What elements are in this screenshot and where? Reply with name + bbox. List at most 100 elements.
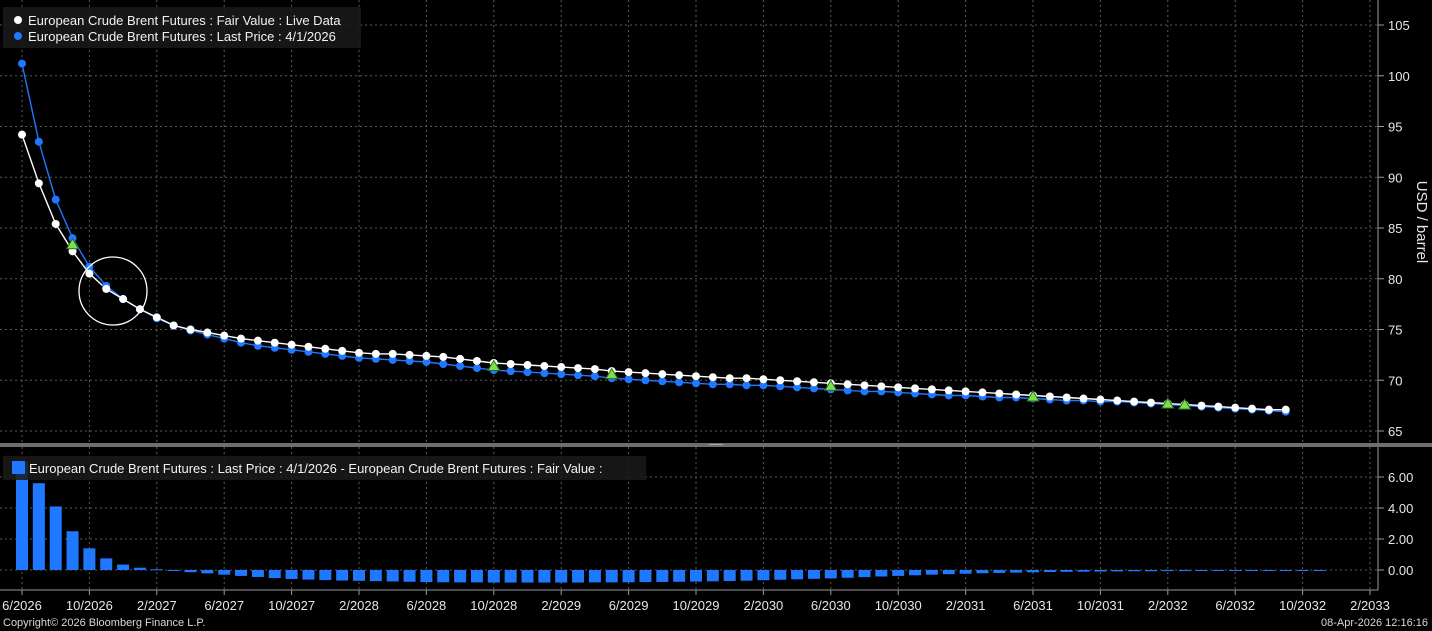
fair-value-point <box>725 374 734 383</box>
last-price-legend-label: European Crude Brent Futures : Last Pric… <box>28 29 336 44</box>
spread-bar <box>521 570 534 583</box>
spread-bar <box>268 570 281 579</box>
fair-value-point <box>1281 405 1290 414</box>
fair-value-point <box>1079 394 1088 403</box>
spread-bar <box>942 570 955 575</box>
x-tick-label: 2/2032 <box>1148 598 1188 613</box>
spread-bar <box>1111 570 1124 572</box>
triangle-marker <box>604 367 619 380</box>
spread-tick-label: 4.00 <box>1388 501 1413 516</box>
fair-value-point <box>51 219 60 228</box>
triangle-marker <box>65 237 80 250</box>
spread-panel-grid <box>0 447 1378 590</box>
fair-value-point <box>338 346 347 355</box>
last-price-point <box>708 380 717 389</box>
spread-bar <box>167 570 180 571</box>
spread-bar <box>892 570 905 576</box>
fair-value-point <box>203 328 212 337</box>
triangle-marker <box>1026 390 1040 402</box>
fair-value-point <box>911 384 920 393</box>
last-price-point <box>51 195 60 204</box>
last-price-point <box>759 381 768 390</box>
fair-value-point <box>439 352 448 361</box>
spread-bar <box>538 570 551 583</box>
spread-bar <box>470 570 483 583</box>
fair-value-point <box>742 374 751 383</box>
last-price-point <box>809 384 818 393</box>
price-axis-label: USD / barrel <box>1413 181 1430 264</box>
spread-bar <box>824 570 837 579</box>
spread-bar <box>386 570 399 582</box>
spread-bar <box>555 570 568 583</box>
fair-value-point <box>658 370 667 379</box>
price-tick-label: 75 <box>1388 323 1402 338</box>
fair-value-point <box>692 372 700 381</box>
spread-bar <box>1279 570 1292 571</box>
fair-value-point <box>34 179 43 188</box>
fair-value-point <box>894 383 903 392</box>
spread-bar <box>774 570 787 580</box>
fair-value-point <box>388 349 397 358</box>
x-tick-label: 10/2031 <box>1077 598 1124 613</box>
fair-value-point <box>944 386 953 395</box>
spread-bar <box>1043 570 1056 573</box>
x-tick-label: 2/2033 <box>1350 598 1390 613</box>
spread-bar <box>673 570 686 582</box>
x-tick-label: 2/2027 <box>137 598 177 613</box>
fair-value-point <box>85 269 94 278</box>
fair-value-point <box>927 385 936 394</box>
price-tick-label: 105 <box>1388 18 1410 33</box>
spread-legend-label: European Crude Brent Futures : Last Pric… <box>29 461 603 476</box>
triangle-marker <box>823 379 838 391</box>
fair-value-point <box>590 365 599 374</box>
spread-bar <box>639 570 652 583</box>
fair-value-point <box>675 371 684 380</box>
spread-bar <box>302 570 315 580</box>
price-tick-label: 85 <box>1388 221 1402 236</box>
fair-value-point <box>422 351 431 360</box>
spread-bar <box>1077 570 1090 572</box>
price-tick-label: 65 <box>1388 424 1402 439</box>
spread-bar <box>336 570 349 581</box>
spread-bar <box>1313 570 1326 571</box>
last-price-point <box>624 375 633 384</box>
spread-bar <box>875 570 888 577</box>
fair-value-point <box>843 380 852 389</box>
spread-bar <box>251 570 264 577</box>
spread-bar <box>723 570 736 582</box>
fair-value-point <box>759 375 768 384</box>
fair-value-point <box>978 388 987 397</box>
spread-bar <box>16 461 28 570</box>
fair-value-legend-label: European Crude Brent Futures : Fair Valu… <box>28 13 341 28</box>
fair-value-point <box>624 368 633 377</box>
fair-value-point <box>405 350 414 359</box>
fair-value-point <box>1264 405 1273 414</box>
price-axis-ticks: 105 100 95 90 85 80 75 70 65 <box>1378 18 1410 439</box>
spread-bar <box>909 570 922 576</box>
spread-bar <box>791 570 804 580</box>
fair-value-point <box>220 331 229 340</box>
spread-legend-marker <box>12 461 25 474</box>
spread-bar <box>100 558 113 570</box>
last-price-point <box>860 387 869 396</box>
last-price-point <box>742 381 751 390</box>
spread-bar <box>1195 570 1208 571</box>
spread-bar <box>1128 570 1141 572</box>
last-price-point <box>843 386 852 395</box>
spread-bar <box>993 570 1006 573</box>
fair-value-point <box>287 340 296 349</box>
price-tick-label: 90 <box>1388 170 1402 185</box>
fair-value-point <box>1231 403 1240 412</box>
fair-value-point <box>152 313 161 322</box>
spread-bar <box>454 570 467 583</box>
spread-bar <box>150 569 163 571</box>
fair-value-point <box>1130 397 1139 406</box>
spread-bar <box>201 570 214 574</box>
x-tick-label: 10/2028 <box>470 598 517 613</box>
price-tick-label: 80 <box>1388 272 1402 287</box>
spread-tick-label: 6.00 <box>1388 470 1413 485</box>
spread-bar <box>1229 570 1242 571</box>
spread-bar <box>690 570 702 582</box>
copyright-text: Copyright© 2026 Bloomberg Finance L.P. <box>3 617 205 629</box>
